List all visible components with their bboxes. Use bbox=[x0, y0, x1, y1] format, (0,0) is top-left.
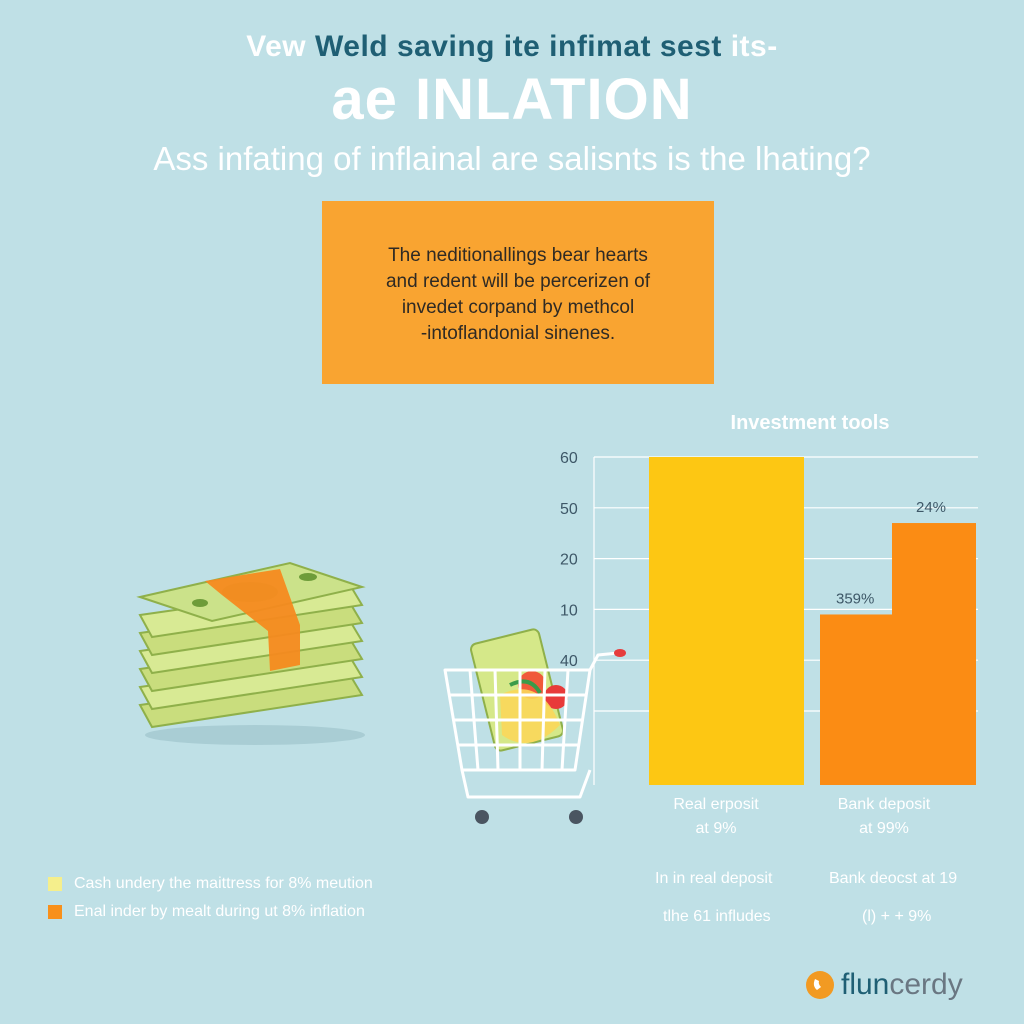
category-label: Real erposit at 9% bbox=[636, 793, 796, 841]
brand-name-part2: cerdy bbox=[889, 968, 963, 1001]
bar-value-label: 24% bbox=[916, 499, 946, 516]
subtitle: Ass infating of inflainal are salisnts i… bbox=[153, 140, 871, 177]
legend-label: Enal inder by mealt during ut 8% inflati… bbox=[74, 903, 365, 920]
chart-title: Investment tools bbox=[730, 412, 890, 434]
money-stack-icon bbox=[136, 561, 366, 745]
brand-name-part1: flun bbox=[841, 968, 890, 1001]
header-top-part1: Vew bbox=[246, 30, 315, 63]
note-line: and redent will be percerizen of bbox=[385, 271, 651, 292]
note-line: invedet corpand by methcol bbox=[401, 297, 635, 318]
main-title: ae INLATION bbox=[331, 67, 693, 132]
y-tick-label: 20 bbox=[560, 552, 578, 569]
y-tick-label: 40 bbox=[560, 653, 578, 670]
y-tick-label: 60 bbox=[560, 450, 578, 467]
legend-swatch bbox=[48, 905, 62, 919]
legend-swatch bbox=[48, 877, 62, 891]
header-top-line: Vew Weld saving ite infimat sest its- bbox=[0, 30, 1024, 64]
header-top-part3: its- bbox=[721, 30, 778, 63]
category-label-line: Real erposit bbox=[673, 796, 759, 813]
header-top-part2: Weld saving ite infimat sest bbox=[314, 30, 722, 63]
note-line: -intoflandonial sinenes. bbox=[420, 323, 616, 344]
category-label: Bank deposit at 99% bbox=[804, 793, 964, 841]
category-label-line: at 9% bbox=[695, 820, 737, 837]
note-line: The neditionallings bear hearts bbox=[388, 245, 648, 266]
bar-segment bbox=[820, 614, 892, 785]
note-box: The neditionallings bear hearts and rede… bbox=[322, 201, 714, 384]
bottom-note: tlhe 61 infludes bbox=[663, 908, 771, 925]
legend-item: Enal inder by mealt during ut 8% inflati… bbox=[48, 898, 373, 926]
category-label-line: Bank deposit bbox=[837, 796, 931, 813]
y-tick-label: 50 bbox=[560, 501, 578, 518]
bottom-note: (l) + + 9% bbox=[862, 908, 932, 925]
bottom-note: Bank deocst at 19 bbox=[829, 870, 958, 887]
y-tick-label: 10 bbox=[560, 602, 578, 619]
bar-chart: 60 50 20 10 40 359% 24% bbox=[560, 450, 978, 785]
bar-segment bbox=[649, 457, 804, 785]
legend-item: Cash undery the maittress for 8% meution bbox=[48, 870, 373, 898]
bar-segment bbox=[892, 523, 976, 785]
brand: fluncerdy bbox=[805, 968, 963, 1002]
legend-label: Cash undery the maittress for 8% meution bbox=[74, 875, 373, 892]
legend: Cash undery the maittress for 8% meution… bbox=[48, 870, 373, 926]
bar-value-label: 359% bbox=[836, 590, 874, 607]
shopping-cart-icon bbox=[443, 628, 626, 824]
bottom-note: In in real deposit bbox=[655, 870, 773, 887]
brand-logo-icon bbox=[806, 971, 834, 999]
category-label-line: at 99% bbox=[859, 820, 909, 837]
brand-name: fluncerdy bbox=[841, 968, 963, 1002]
